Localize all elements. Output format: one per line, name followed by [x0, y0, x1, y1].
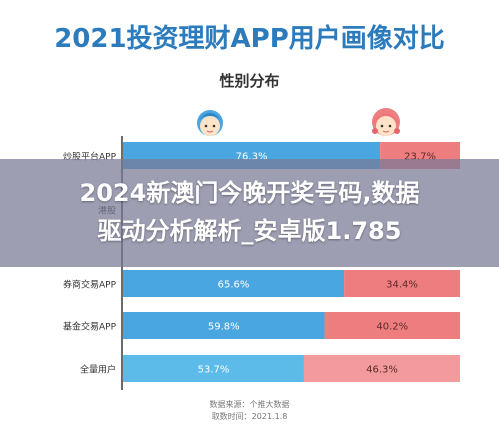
- female-face-icon: [372, 108, 400, 136]
- banner-line-1: 2024新澳门今晚开奖号码,数据: [79, 179, 420, 207]
- chart-source: 数据来源：个推大数据 取数时间：2021.1.8: [6, 399, 493, 423]
- category-label: 全量用户: [80, 364, 116, 376]
- data-label: 34.4%: [386, 280, 418, 291]
- data-label: 53.7%: [198, 365, 230, 376]
- data-label: 46.3%: [366, 365, 398, 376]
- watermark-banner: [0, 159, 499, 267]
- data-label: 76.3%: [236, 152, 268, 163]
- legend: [197, 108, 400, 136]
- bar-segment-male: [123, 312, 325, 339]
- chart-title: 2021投资理财APP用户画像对比: [54, 24, 445, 54]
- category-label: 基金交易APP: [63, 321, 117, 333]
- bar-segment-female: [344, 270, 460, 297]
- data-label: 65.6%: [218, 280, 250, 291]
- banner-line-2: 驱动分析解析_安卓版1.785: [97, 217, 402, 245]
- source-line-2: 取数时间：2021.1.8: [211, 412, 288, 421]
- source-line-1: 数据来源：个推大数据: [209, 400, 290, 409]
- data-label: 23.7%: [404, 152, 436, 163]
- bar-segment-female: [324, 312, 460, 339]
- bar-segment-female: [303, 355, 460, 382]
- data-label: 59.8%: [208, 322, 240, 333]
- bar-segment-male: [123, 270, 345, 297]
- male-face-icon: [197, 110, 223, 136]
- chart-subtitle: 性别分布: [219, 72, 280, 90]
- data-label: 40.2%: [376, 322, 408, 333]
- bar-segment-male: [123, 355, 304, 382]
- category-label: 券商交易APP: [63, 279, 117, 291]
